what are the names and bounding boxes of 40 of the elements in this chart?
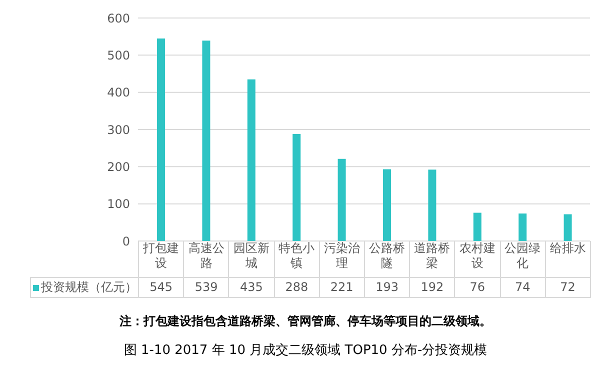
x-tick-label: 高速公路	[187, 241, 226, 271]
x-tick-label: 公路桥隧	[368, 241, 406, 271]
text: 图 1-10 2017 年 10 月成交二级领域 TOP10 分布-分投资规模	[122, 342, 488, 359]
x-tick-label: 道路桥梁	[413, 241, 452, 271]
bar	[518, 213, 527, 241]
y-tick-label: 0	[122, 234, 130, 248]
x-tick-label: 打包建设	[142, 241, 180, 271]
bar	[202, 40, 210, 241]
data-label: 72	[545, 277, 590, 297]
text: 注：打包建设指包含道路桥梁、管网管廊、停车场等项目的二级领域。	[118, 313, 492, 330]
y-tick-label: 200	[107, 160, 130, 174]
data-label: 539	[184, 277, 229, 297]
data-label: 221	[319, 277, 364, 297]
bar	[564, 214, 572, 241]
x-tick-label: 公园绿化	[504, 241, 542, 271]
x-tick-label: 园区新城	[232, 241, 270, 271]
bar	[383, 169, 391, 241]
y-tick-label: 500	[107, 48, 130, 62]
x-tick-label: 污染治理	[322, 241, 361, 271]
y-tick-label: 400	[107, 86, 130, 100]
bar	[247, 79, 256, 241]
bar	[157, 38, 165, 241]
data-label: 74	[500, 277, 546, 297]
data-label: 193	[364, 277, 410, 297]
bar	[473, 212, 482, 241]
y-tick-label: 300	[107, 122, 130, 137]
y-tick-label: 600	[107, 11, 130, 26]
data-label: 192	[410, 277, 455, 297]
bar	[338, 158, 346, 241]
bar	[428, 170, 436, 241]
x-tick-label: 给排水	[548, 241, 587, 256]
bar	[292, 134, 301, 241]
data-label: 435	[228, 277, 274, 297]
legend-label: 投资规模（亿元）	[41, 280, 137, 294]
data-label: 76	[454, 277, 500, 297]
y-tick-label: 100	[107, 197, 130, 212]
x-tick-label: 农村建设	[458, 241, 496, 271]
x-tick-label: 特色小镇	[278, 241, 316, 271]
data-label: 288	[274, 277, 320, 297]
data-label: 545	[138, 277, 184, 297]
